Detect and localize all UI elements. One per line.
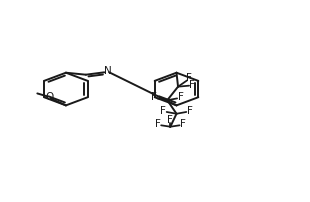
Text: F: F	[189, 80, 195, 90]
Text: F: F	[151, 92, 157, 102]
Text: O: O	[45, 92, 53, 102]
Text: F: F	[180, 119, 186, 129]
Text: F: F	[187, 106, 193, 116]
Text: F: F	[155, 119, 161, 129]
Text: F: F	[178, 92, 184, 102]
Text: F: F	[186, 73, 192, 83]
Text: F: F	[167, 115, 173, 124]
Text: F: F	[160, 106, 166, 116]
Text: N: N	[104, 66, 112, 76]
Text: O: O	[29, 91, 30, 92]
